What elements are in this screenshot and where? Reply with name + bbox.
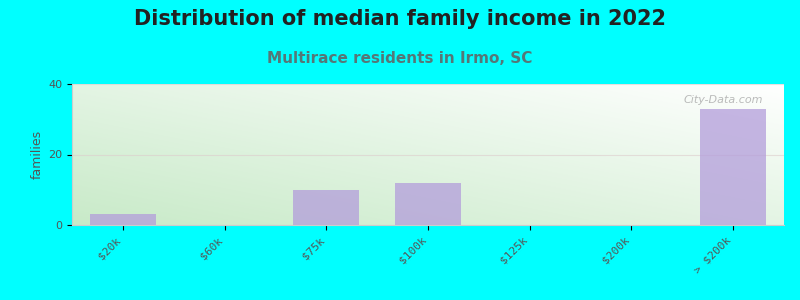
Bar xyxy=(700,109,766,225)
Bar xyxy=(395,183,461,225)
Text: Distribution of median family income in 2022: Distribution of median family income in … xyxy=(134,9,666,29)
Y-axis label: families: families xyxy=(31,130,44,179)
Text: City-Data.com: City-Data.com xyxy=(683,95,762,105)
Bar xyxy=(90,214,156,225)
Text: Multirace residents in Irmo, SC: Multirace residents in Irmo, SC xyxy=(267,51,533,66)
Bar xyxy=(294,190,359,225)
